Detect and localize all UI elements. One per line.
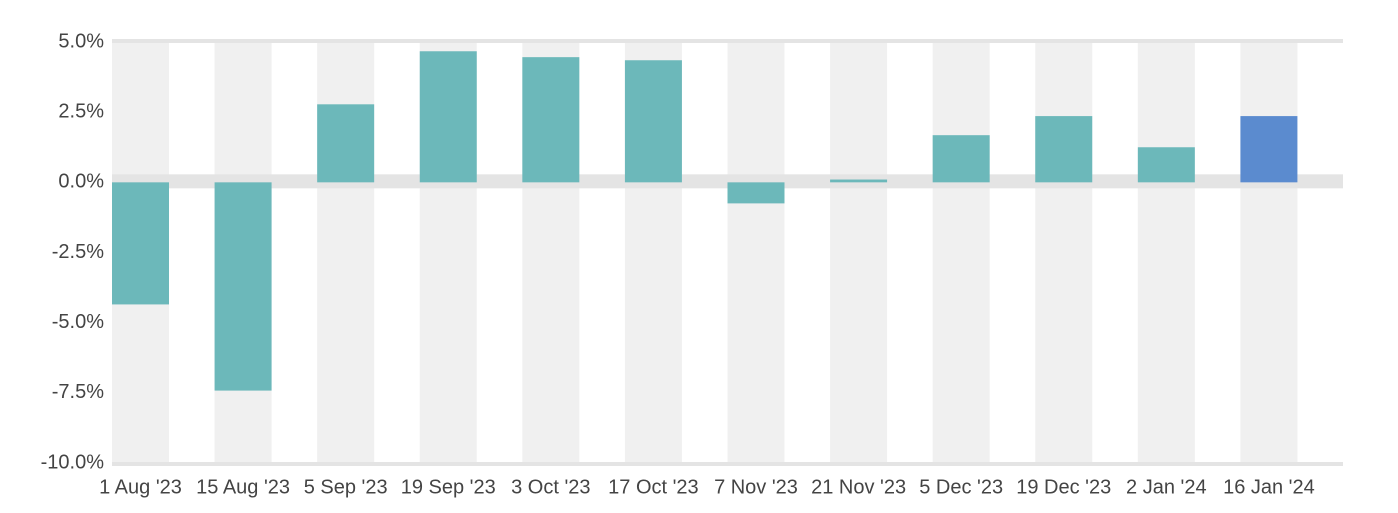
- band-stripe: [1035, 42, 1093, 463]
- bar: [1035, 116, 1093, 183]
- x-tick-label: 3 Oct '23: [511, 476, 590, 498]
- x-tick-label: 19 Sep '23: [401, 476, 496, 498]
- x-tick-label: 16 Jan '24: [1223, 476, 1315, 498]
- y-tick-label: -10.0%: [41, 451, 105, 473]
- x-tick-label: 17 Oct '23: [608, 476, 699, 498]
- bar: [624, 60, 682, 183]
- band-stripe: [830, 42, 888, 463]
- x-tick-label: 5 Sep '23: [304, 476, 388, 498]
- bar: [419, 51, 477, 183]
- bar: [522, 57, 580, 183]
- x-tick-label: 2 Jan '24: [1126, 476, 1207, 498]
- bar: [932, 135, 990, 183]
- band-stripe: [727, 42, 785, 463]
- bar: [317, 104, 375, 183]
- bar: [830, 179, 888, 183]
- y-tick-label: 2.5%: [58, 100, 104, 122]
- y-tick-label: -5.0%: [52, 311, 104, 333]
- x-tick-label: 15 Aug '23: [196, 476, 290, 498]
- band-stripe: [932, 42, 990, 463]
- x-axis-line: [112, 462, 1343, 466]
- top-frame: [112, 39, 1343, 43]
- y-tick-label: -7.5%: [52, 381, 104, 403]
- bar: [727, 182, 785, 204]
- x-tick-label: 5 Dec '23: [919, 476, 1003, 498]
- x-tick-label: 7 Nov '23: [714, 476, 798, 498]
- y-tick-label: 5.0%: [58, 30, 104, 52]
- bar: [1137, 147, 1195, 183]
- y-tick-label: -2.5%: [52, 241, 104, 263]
- bar: [1240, 116, 1298, 183]
- band-stripe: [1240, 42, 1298, 463]
- bar: [112, 182, 169, 305]
- x-tick-label: 19 Dec '23: [1016, 476, 1111, 498]
- x-tick-label: 1 Aug '23: [99, 476, 182, 498]
- x-tick-label: 21 Nov '23: [811, 476, 906, 498]
- y-tick-label: 0.0%: [58, 171, 104, 193]
- band-stripe: [1137, 42, 1195, 463]
- bar: [214, 182, 272, 391]
